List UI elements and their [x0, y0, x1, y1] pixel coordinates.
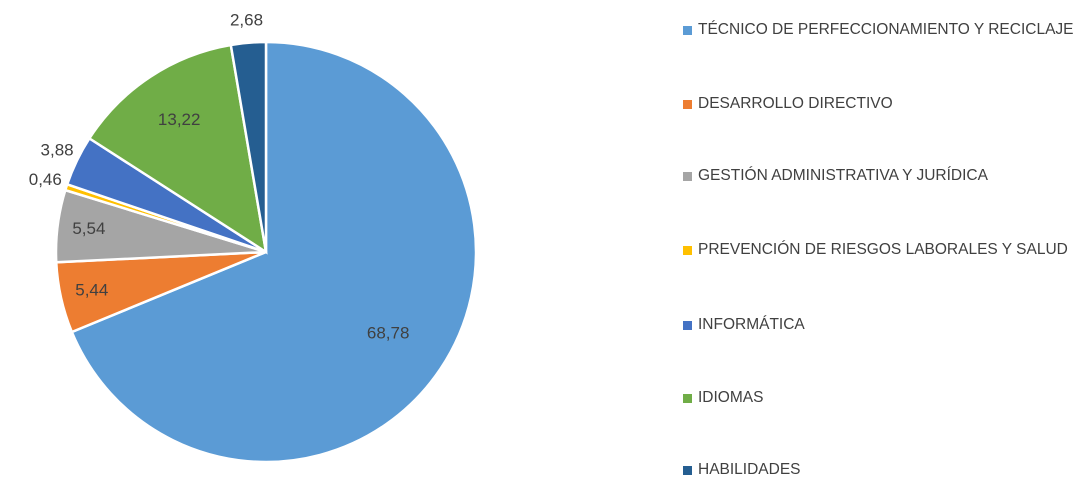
- legend-item: DESARROLLO DIRECTIVO: [683, 92, 1083, 116]
- legend-item: PREVENCIÓN DE RIESGOS LABORALES Y SALUD: [683, 238, 1083, 262]
- legend-swatch: [683, 394, 692, 403]
- legend-swatch: [683, 100, 692, 109]
- data-label: 0,46: [29, 170, 62, 189]
- data-label: 3,88: [41, 141, 74, 160]
- legend-swatch: [683, 172, 692, 181]
- legend-item: HABILIDADES: [683, 458, 1083, 482]
- pie-slice: [229, 40, 268, 253]
- legend-label: IDIOMAS: [698, 389, 764, 406]
- data-label: 5,54: [72, 219, 105, 238]
- legend-item: TÉCNICO DE PERFECCIONAMIENTO Y RECICLAJE: [683, 18, 1083, 42]
- legend-label: PREVENCIÓN DE RIESGOS LABORALES Y SALUD: [698, 241, 1068, 258]
- chart: 68,78 5,44 5,54 0,46 3,88 13,22 2,68: [29, 10, 478, 464]
- legend-swatch: [683, 466, 692, 475]
- data-label: 2,68: [230, 10, 263, 29]
- data-label: 68,78: [367, 323, 410, 342]
- legend-label: INFORMÁTICA: [698, 316, 805, 333]
- legend-label: DESARROLLO DIRECTIVO: [698, 95, 893, 112]
- legend-swatch: [683, 321, 692, 330]
- legend-swatch: [683, 246, 692, 255]
- pie-slice: [87, 43, 268, 255]
- legend-swatch: [683, 26, 692, 35]
- legend-item: INFORMÁTICA: [683, 313, 1083, 337]
- data-label: 5,44: [75, 280, 108, 299]
- legend-label: HABILIDADES: [698, 461, 801, 478]
- data-label: 13,22: [158, 110, 201, 129]
- legend-label: GESTIÓN ADMINISTRATIVA Y JURÍDICA: [698, 167, 988, 184]
- legend-label: TÉCNICO DE PERFECCIONAMIENTO Y RECICLAJE: [698, 21, 1074, 38]
- legend-item: GESTIÓN ADMINISTRATIVA Y JURÍDICA: [683, 164, 1083, 188]
- pie-slice: [70, 40, 478, 464]
- legend-item: IDIOMAS: [683, 386, 1083, 410]
